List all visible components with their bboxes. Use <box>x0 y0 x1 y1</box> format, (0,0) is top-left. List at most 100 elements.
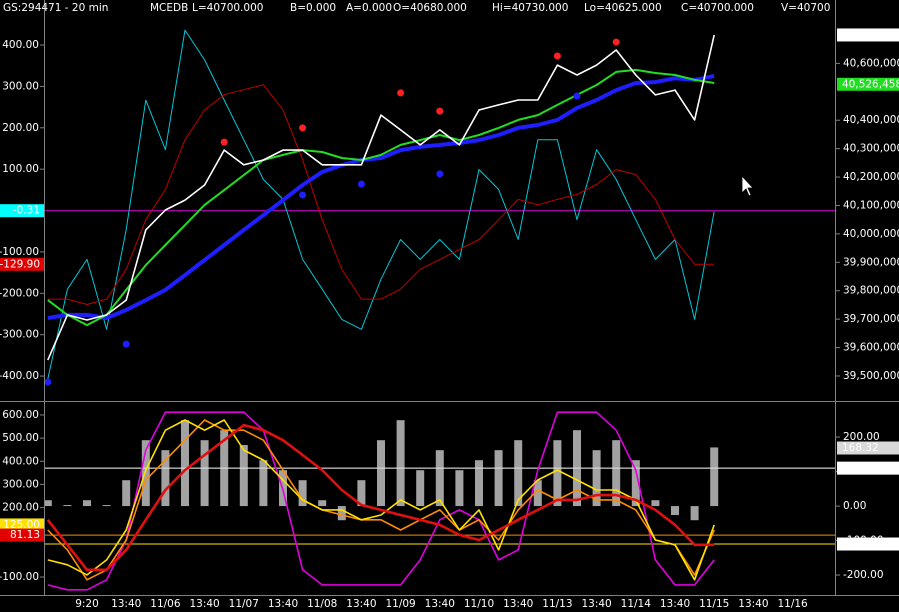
signal-dot <box>573 92 581 100</box>
x-tick-label: 11/07 <box>229 598 259 610</box>
value-marker-label: 168.32 <box>842 442 879 454</box>
histogram-bar <box>396 420 405 507</box>
signal-dot <box>220 138 228 146</box>
header-item: MCEDB <box>150 2 188 14</box>
histogram-bar <box>573 430 581 507</box>
y-tick-label: 200.00 <box>2 502 39 514</box>
y2-tick-label: 39,900,000 <box>843 256 899 268</box>
signal-dot <box>436 170 444 178</box>
signal-dot <box>299 191 307 199</box>
x-tick-label: 13:40 <box>738 598 768 610</box>
value-marker <box>0 257 44 271</box>
histogram-bar <box>612 440 621 507</box>
x-tick-label: 13:40 <box>111 598 141 610</box>
x-tick-label: 13:40 <box>581 598 611 610</box>
y-tick-label: 500.00 <box>2 432 39 444</box>
value-marker <box>837 461 899 475</box>
signal-dot <box>45 378 52 386</box>
histogram-bar <box>690 506 699 521</box>
histogram-bar <box>122 480 131 507</box>
value-marker-label: 40,700,000 <box>842 29 899 41</box>
y-tick-label: 400.00 <box>2 455 39 467</box>
series-line <box>47 419 715 581</box>
header-item: O=40680.000 <box>393 2 467 14</box>
x-tick-label: 11/14 <box>621 598 652 610</box>
header-item: GS:294471 - 20 min <box>3 2 108 14</box>
y2-tick-label: 40,400,000 <box>843 114 899 126</box>
y2-tick-label: 39,500,000 <box>843 370 899 382</box>
value-marker <box>837 441 899 455</box>
x-tick-label: 11/10 <box>464 598 494 610</box>
y2-tick-label: 40,100,000 <box>843 199 899 211</box>
y2-tick-label: 200.00 <box>843 431 880 443</box>
histogram-bar <box>671 506 679 516</box>
signal-dot <box>299 124 307 132</box>
header-item: Hi=40730.000 <box>492 2 568 14</box>
value-marker-label: 110.00 <box>842 462 879 474</box>
value-marker <box>0 204 44 218</box>
series-line <box>47 68 715 327</box>
value-marker-label: 81.13 <box>10 529 40 541</box>
histogram-bar <box>357 480 366 507</box>
histogram-bar <box>651 500 660 507</box>
signal-dot <box>612 38 620 46</box>
signal-dot <box>122 340 130 348</box>
x-tick-label: 11/13 <box>542 598 572 610</box>
value-marker-label: 125.00 <box>3 519 40 531</box>
series-line <box>47 411 715 591</box>
value-marker <box>837 537 899 551</box>
signal-dot <box>436 107 444 115</box>
plot-area <box>45 411 835 591</box>
y-tick-label: 200.00 <box>2 122 39 134</box>
histogram-bar <box>710 447 719 507</box>
header-item: A=0.000 <box>346 2 392 14</box>
histogram-bar <box>220 430 229 507</box>
y-tick-label: 600.00 <box>2 409 39 421</box>
series-line <box>47 29 715 380</box>
histogram-bar <box>298 480 307 507</box>
plot-area <box>45 29 835 386</box>
value-marker <box>837 77 899 91</box>
value-marker-label: -0.31 <box>13 205 40 217</box>
x-tick-label: 11/15 <box>699 598 729 610</box>
header-item: Lo=40625.000 <box>584 2 662 14</box>
x-tick-label: 13:40 <box>268 598 298 610</box>
y2-tick-label: 40,000,000 <box>843 228 899 240</box>
header-item: B=0.000 <box>290 2 336 14</box>
series-line <box>47 73 715 320</box>
histogram-bar <box>592 450 601 507</box>
histogram-bar <box>259 460 268 507</box>
value-marker-label: -129.90 <box>0 258 40 270</box>
y2-tick-label: 39,700,000 <box>843 313 899 325</box>
histogram-bar <box>533 480 542 507</box>
x-tick-label: 13:40 <box>189 598 219 610</box>
histogram-bar <box>631 460 640 507</box>
y2-tick-label: 39,800,000 <box>843 285 899 297</box>
y2-tick-label: 40,600,000 <box>843 57 899 69</box>
series-line <box>47 419 715 581</box>
x-tick-label: 13:40 <box>346 598 376 610</box>
histogram-bar <box>435 450 444 507</box>
x-tick-label: 11/06 <box>150 598 181 610</box>
histogram-bar <box>45 500 52 507</box>
histogram-bar <box>239 445 248 507</box>
histogram-bar <box>455 470 464 507</box>
histogram-bar <box>63 505 72 507</box>
header-item: L=40700.000 <box>192 2 263 14</box>
histogram-bar <box>514 440 523 507</box>
histogram-bar <box>200 440 209 507</box>
y-tick-label: -200.00 <box>0 287 39 299</box>
histogram-bar <box>102 505 111 507</box>
histogram-bar <box>181 420 189 507</box>
y2-tick-label: 40,200,000 <box>843 171 899 183</box>
signal-dot <box>397 89 405 97</box>
y-tick-label: -100.00 <box>0 246 39 258</box>
y-tick-label: -300.00 <box>0 329 39 341</box>
x-tick-label: 13:40 <box>425 598 455 610</box>
y2-tick-label: -200.00 <box>843 569 884 581</box>
value-marker-label: -110.00 <box>842 538 883 550</box>
y2-tick-label: 0.00 <box>843 500 866 512</box>
histogram-bar <box>416 470 425 507</box>
